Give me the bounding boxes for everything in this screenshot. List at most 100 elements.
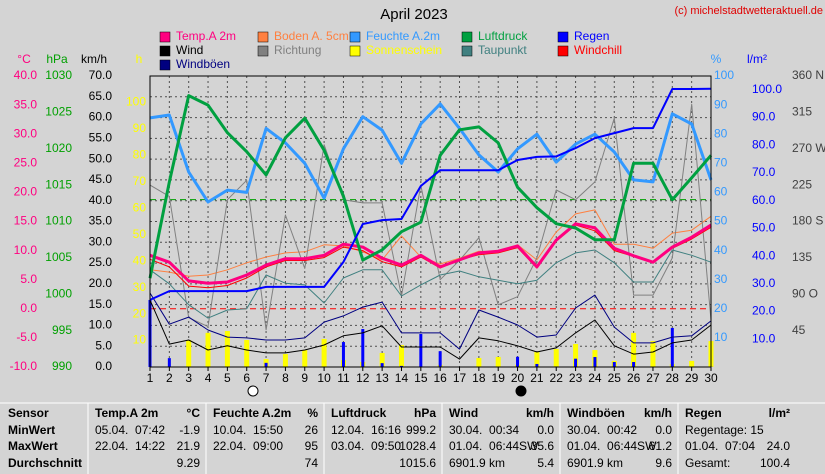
y-tick-label: 10 bbox=[133, 333, 147, 347]
legend-label: Windchill bbox=[574, 43, 622, 57]
plot: °C-10.0-5.00.05.010.015.020.025.030.035.… bbox=[10, 29, 825, 385]
x-tick-label: 9 bbox=[301, 371, 308, 385]
y-tick-label: 45 bbox=[792, 323, 806, 337]
y-tick-label: 30 bbox=[133, 280, 147, 294]
x-tick-label: 18 bbox=[472, 371, 486, 385]
y-tick-label: 15.0 bbox=[14, 214, 38, 228]
y-tick-label: 90 bbox=[133, 121, 147, 135]
series-line bbox=[149, 292, 712, 350]
bar bbox=[361, 329, 365, 367]
y-tick-label: 10.0 bbox=[14, 243, 38, 257]
y-tick-label: 0.0 bbox=[20, 301, 37, 315]
cell-value: -1.9 bbox=[179, 423, 200, 437]
cell-when: 05.04. 07:42 bbox=[95, 423, 165, 437]
cell-value: 35.6 bbox=[531, 439, 555, 453]
legend-swatch bbox=[349, 31, 361, 43]
cell-value: 21.9 bbox=[177, 439, 201, 453]
legend-label: Regen bbox=[574, 29, 609, 43]
bar bbox=[302, 350, 308, 367]
bar bbox=[321, 338, 327, 367]
x-tick-label: 20 bbox=[511, 371, 525, 385]
x-tick-label: 29 bbox=[685, 371, 699, 385]
x-tick-label: 10 bbox=[317, 371, 331, 385]
y-tick-label: 100.0 bbox=[752, 82, 782, 96]
legend-label: Taupunkt bbox=[478, 43, 527, 57]
legend-swatch bbox=[557, 45, 569, 57]
new-moon-icon bbox=[515, 385, 527, 397]
column-unit: km/h bbox=[526, 406, 554, 420]
legend-label: Luftdruck bbox=[478, 29, 528, 43]
cell-value: 0.0 bbox=[537, 423, 554, 437]
series-line bbox=[149, 87, 712, 301]
y-tick-label: 90.0 bbox=[752, 110, 776, 124]
y-tick-label: 60.0 bbox=[89, 110, 113, 124]
cell-value: 100.4 bbox=[760, 456, 790, 470]
bar bbox=[419, 334, 423, 367]
legend-label: Sonnenschein bbox=[366, 43, 442, 57]
y-tick-label: 990 bbox=[52, 359, 72, 373]
column-unit: % bbox=[307, 406, 318, 420]
series-line bbox=[149, 103, 712, 331]
cell-when: 01.04. 06:44SW bbox=[449, 439, 539, 453]
legend-label: Wind bbox=[176, 43, 203, 57]
y-tick-label: 1025 bbox=[45, 105, 72, 119]
legend-label: Temp.A 2m bbox=[176, 29, 236, 43]
row-label: MaxWert bbox=[8, 439, 58, 453]
y-tick-label: 40 bbox=[133, 253, 147, 267]
cell-when: 01.04. 06:44SW bbox=[567, 439, 657, 453]
y-tick-label: 20.0 bbox=[89, 276, 113, 290]
bar bbox=[631, 332, 637, 367]
cell-value: 26 bbox=[305, 423, 319, 437]
cell-value: 95 bbox=[305, 439, 319, 453]
x-tick-label: 11 bbox=[337, 371, 350, 385]
row-label: Sensor bbox=[8, 406, 49, 420]
series-line bbox=[149, 249, 712, 319]
y-tick-label: 50.0 bbox=[89, 151, 113, 165]
cell-when: 22.04. 14:22 bbox=[95, 439, 165, 453]
y-tick-label: 20.0 bbox=[752, 304, 776, 318]
y-tick-label: 80 bbox=[133, 148, 147, 162]
y-tick-label: 270 W bbox=[792, 141, 825, 155]
bar bbox=[516, 356, 520, 367]
x-tick-label: 28 bbox=[666, 371, 680, 385]
bar bbox=[535, 363, 539, 367]
y-tick-label: 315 bbox=[792, 105, 812, 119]
x-tick-label: 8 bbox=[282, 371, 289, 385]
legend-label: Windböen bbox=[176, 57, 230, 71]
series-line bbox=[149, 222, 712, 285]
x-tick-label: 3 bbox=[185, 371, 192, 385]
y-tick-label: 80 bbox=[714, 126, 728, 140]
y-tick-label: 1000 bbox=[45, 286, 72, 300]
y-tick-label: 30.0 bbox=[752, 276, 776, 290]
axis-title: l/m² bbox=[747, 52, 767, 66]
series-line bbox=[149, 102, 713, 204]
axis-title: °C bbox=[17, 52, 31, 66]
x-tick-label: 23 bbox=[569, 371, 583, 385]
bar bbox=[379, 352, 385, 367]
cell-when: Regentage: 15 bbox=[685, 423, 764, 437]
row-label: Durchschnitt bbox=[8, 456, 82, 470]
y-tick-label: 30.0 bbox=[89, 234, 113, 248]
x-tick-label: 15 bbox=[414, 371, 428, 385]
y-tick-label: 40.0 bbox=[752, 248, 776, 262]
axis-title: km/h bbox=[81, 52, 107, 66]
y-tick-label: 100 bbox=[126, 95, 146, 109]
y-tick-label: 40.0 bbox=[89, 193, 113, 207]
legend-swatch bbox=[257, 31, 269, 43]
plot-border bbox=[149, 75, 712, 368]
bar bbox=[167, 358, 171, 367]
y-tick-label: 100 bbox=[714, 68, 734, 82]
column-header: Feuchte A.2m bbox=[213, 406, 291, 420]
legend-swatch bbox=[461, 31, 473, 43]
y-tick-label: 1010 bbox=[45, 214, 72, 228]
y-tick-label: 60 bbox=[714, 185, 728, 199]
y-tick-label: 5.0 bbox=[95, 338, 112, 352]
y-tick-label: 10.0 bbox=[89, 318, 113, 332]
column-header: Windböen bbox=[567, 406, 625, 420]
y-tick-label: 30.0 bbox=[14, 126, 38, 140]
cell-value: 1015.6 bbox=[399, 456, 436, 470]
bar bbox=[650, 341, 656, 367]
column-header: Regen bbox=[685, 406, 722, 420]
bar bbox=[476, 358, 482, 367]
bar bbox=[224, 331, 230, 367]
